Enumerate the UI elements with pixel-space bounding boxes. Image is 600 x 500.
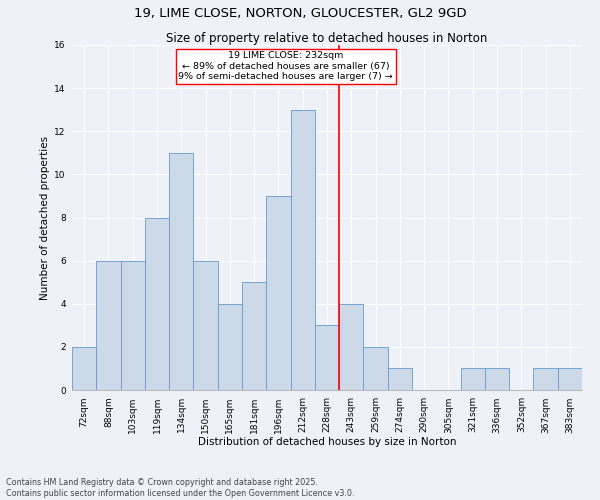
Bar [461, 368, 485, 390]
Bar [558, 368, 582, 390]
Bar [96, 260, 121, 390]
Bar [218, 304, 242, 390]
Bar [388, 368, 412, 390]
Bar [339, 304, 364, 390]
Bar [242, 282, 266, 390]
Bar [169, 153, 193, 390]
Y-axis label: Number of detached properties: Number of detached properties [40, 136, 50, 300]
Bar [266, 196, 290, 390]
Bar [315, 326, 339, 390]
Bar [485, 368, 509, 390]
Title: Size of property relative to detached houses in Norton: Size of property relative to detached ho… [166, 32, 488, 45]
Text: 19 LIME CLOSE: 232sqm
← 89% of detached houses are smaller (67)
9% of semi-detac: 19 LIME CLOSE: 232sqm ← 89% of detached … [178, 52, 393, 82]
Bar [533, 368, 558, 390]
Text: 19, LIME CLOSE, NORTON, GLOUCESTER, GL2 9GD: 19, LIME CLOSE, NORTON, GLOUCESTER, GL2 … [134, 8, 466, 20]
Bar [364, 347, 388, 390]
Bar [193, 260, 218, 390]
Bar [290, 110, 315, 390]
Text: Contains HM Land Registry data © Crown copyright and database right 2025.
Contai: Contains HM Land Registry data © Crown c… [6, 478, 355, 498]
Bar [121, 260, 145, 390]
Bar [145, 218, 169, 390]
Bar [72, 347, 96, 390]
X-axis label: Distribution of detached houses by size in Norton: Distribution of detached houses by size … [198, 437, 456, 447]
